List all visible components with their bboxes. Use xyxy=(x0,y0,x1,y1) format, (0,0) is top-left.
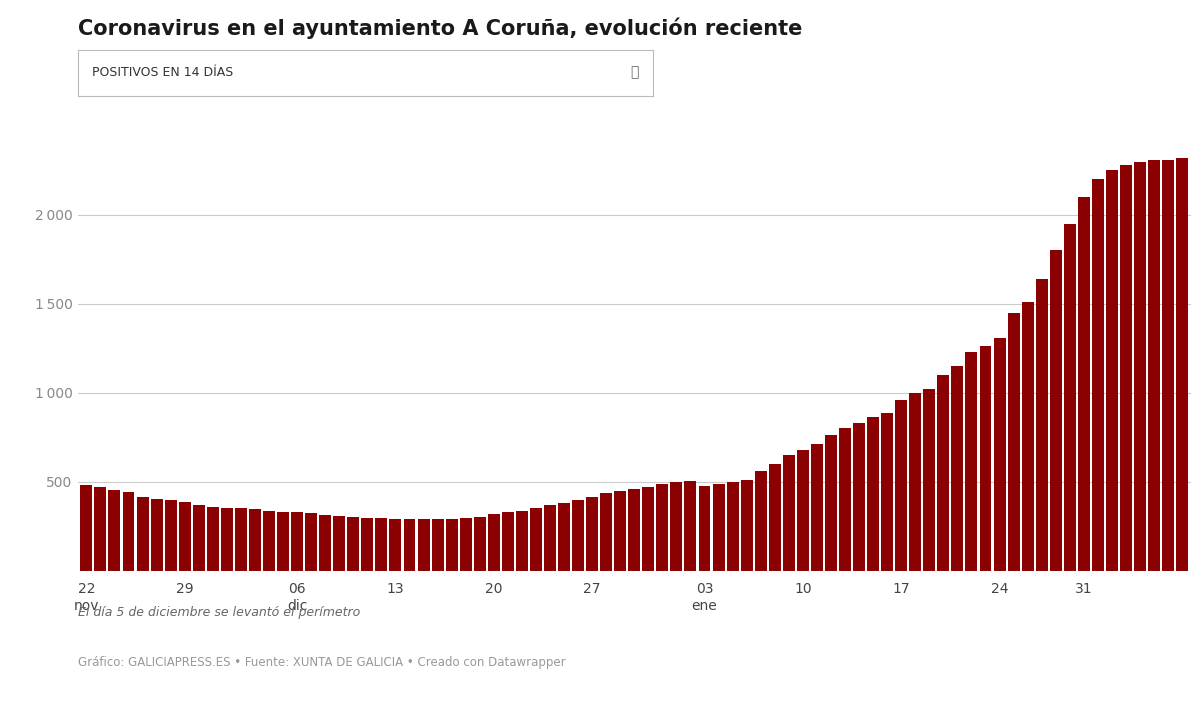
Bar xyxy=(417,518,429,571)
Bar xyxy=(193,505,205,571)
Bar xyxy=(1064,224,1076,571)
Bar xyxy=(80,486,92,571)
Bar xyxy=(1036,279,1048,571)
Bar xyxy=(727,481,739,571)
Bar xyxy=(699,486,711,571)
Bar xyxy=(1134,162,1146,571)
Bar xyxy=(137,497,149,571)
Bar xyxy=(263,510,275,571)
Bar xyxy=(319,515,331,571)
Bar xyxy=(122,493,134,571)
Text: Coronavirus en el ayuntamiento A Coruña, evolución reciente: Coronavirus en el ayuntamiento A Coruña,… xyxy=(78,18,802,39)
Bar xyxy=(502,513,514,571)
Text: El día 5 de diciembre se levantó el perímetro: El día 5 de diciembre se levantó el perí… xyxy=(78,606,360,619)
Bar xyxy=(306,513,317,571)
Bar xyxy=(488,514,500,571)
Text: POSITIVOS EN 14 DÍAS: POSITIVOS EN 14 DÍAS xyxy=(92,66,234,79)
Bar xyxy=(839,428,851,571)
Bar xyxy=(207,507,218,571)
Bar xyxy=(1078,197,1090,571)
Text: Gráfico: GALICIAPRESS.ES • Fuente: XUNTA DE GALICIA • Creado con Datawrapper: Gráfico: GALICIAPRESS.ES • Fuente: XUNTA… xyxy=(78,656,566,669)
Bar xyxy=(811,445,823,571)
Bar xyxy=(390,518,402,571)
Bar xyxy=(361,518,373,571)
Bar xyxy=(994,337,1006,571)
Bar xyxy=(754,471,766,571)
Bar xyxy=(909,393,921,571)
Bar xyxy=(164,501,176,571)
Bar xyxy=(825,435,837,571)
Bar xyxy=(867,417,879,571)
Bar xyxy=(179,502,191,571)
Bar xyxy=(404,518,416,571)
Bar xyxy=(965,352,977,571)
Bar xyxy=(656,484,668,571)
Bar xyxy=(769,464,781,571)
Bar xyxy=(249,509,261,571)
Bar xyxy=(375,518,387,571)
Bar xyxy=(670,482,682,571)
Bar xyxy=(572,500,584,571)
Bar xyxy=(712,484,724,571)
Bar xyxy=(980,347,992,571)
Bar xyxy=(881,413,893,571)
Bar xyxy=(446,518,458,571)
Bar xyxy=(151,498,163,571)
Bar xyxy=(923,389,935,571)
Bar xyxy=(797,450,809,571)
Bar xyxy=(938,375,950,571)
Bar xyxy=(516,510,528,571)
Bar xyxy=(530,508,542,571)
Bar xyxy=(896,400,908,571)
Bar xyxy=(558,503,570,571)
Bar xyxy=(586,498,598,571)
Bar xyxy=(952,366,963,571)
Bar xyxy=(1120,165,1132,571)
Bar xyxy=(628,489,640,571)
Bar xyxy=(1022,302,1034,571)
Bar xyxy=(221,508,233,571)
Bar xyxy=(235,508,247,571)
Bar xyxy=(685,481,697,571)
Bar xyxy=(277,512,289,571)
Bar xyxy=(95,487,107,571)
Bar xyxy=(544,506,556,571)
Bar xyxy=(459,518,471,571)
Bar xyxy=(291,513,303,571)
Bar xyxy=(614,491,626,571)
Bar xyxy=(432,518,444,571)
Bar xyxy=(852,423,864,571)
Bar xyxy=(1092,179,1104,571)
Bar xyxy=(1050,250,1061,571)
Bar xyxy=(783,455,795,571)
Bar xyxy=(1149,160,1161,571)
Bar xyxy=(1162,160,1174,571)
Bar xyxy=(108,490,120,571)
Bar xyxy=(348,517,360,571)
Bar xyxy=(1007,313,1019,571)
Bar xyxy=(474,517,486,571)
Text: ⌵: ⌵ xyxy=(631,66,639,79)
Bar xyxy=(1176,158,1188,571)
Bar xyxy=(643,488,655,571)
Bar xyxy=(1105,170,1117,571)
Bar xyxy=(333,516,345,571)
Bar xyxy=(601,493,613,571)
Bar xyxy=(741,480,753,571)
